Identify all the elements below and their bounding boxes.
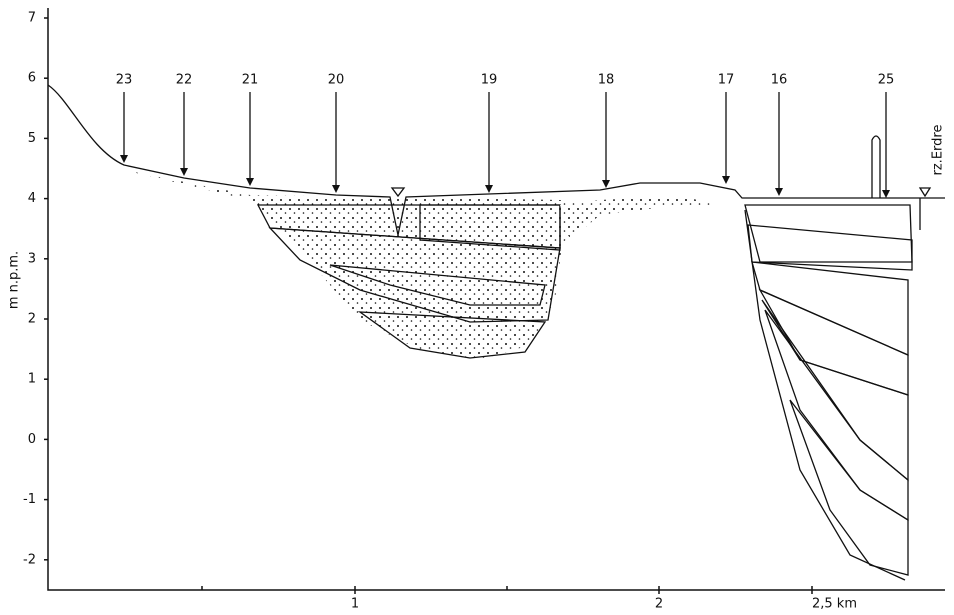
y-axis-label: m n.p.m. — [7, 251, 22, 309]
cross-bottom — [790, 400, 908, 575]
borehole-label: 19 — [481, 73, 498, 88]
x-tick-label: 1 — [351, 597, 359, 612]
cross-section: 76543210-1-2 122,5 km m n.p.m. rz.Erdre … — [0, 0, 954, 615]
spoil-mound — [872, 136, 880, 198]
y-tick-label: -1 — [23, 492, 36, 507]
boreholes: 23 22 21 20 19 18 17 16 25 — [116, 73, 895, 199]
arrow-head — [722, 176, 730, 184]
borehole-label: 25 — [878, 73, 895, 88]
y-tick-label: 7 — [28, 11, 36, 26]
borehole-label: 18 — [598, 73, 615, 88]
borehole-label: 21 — [242, 73, 259, 88]
checker-band — [765, 310, 908, 520]
striped-right — [748, 225, 912, 270]
arrow-head — [332, 185, 340, 193]
y-ticks: 7 6 5 4 3 2 1 0 -1 -2 — [23, 11, 48, 568]
y-tick-label: 1 — [28, 372, 36, 387]
y-tick-label: 0 — [28, 432, 36, 447]
y-tick-label: -2 — [23, 552, 36, 567]
arrow-head — [485, 185, 493, 193]
x-tick-label: 2 — [655, 597, 663, 612]
borehole-label: 22 — [176, 73, 193, 88]
borehole-label: 23 — [116, 73, 133, 88]
sand-layer — [124, 170, 590, 360]
grid-right — [760, 290, 908, 395]
x-tick-label: 2,5 km — [812, 597, 857, 612]
borehole-label: 16 — [771, 73, 788, 88]
river-label: rz.Erdre — [931, 125, 946, 176]
top-right-layer — [745, 205, 912, 262]
arrow-head — [602, 180, 610, 188]
borehole-label: 20 — [328, 73, 345, 88]
y-tick-label: 6 — [28, 71, 36, 86]
y-tick-label: 3 — [28, 251, 36, 266]
arrow-head — [775, 188, 783, 196]
y-tick-label: 5 — [28, 131, 36, 146]
arrow-head — [882, 190, 890, 198]
arrow-head — [246, 178, 254, 186]
y-tick-label: 2 — [28, 312, 36, 327]
cross-right — [762, 300, 908, 480]
borehole-label: 17 — [718, 73, 735, 88]
sand-ridge — [560, 198, 715, 240]
arrow-head — [120, 155, 128, 163]
arrow-head — [180, 168, 188, 176]
y-tick-label: 4 — [28, 191, 36, 206]
